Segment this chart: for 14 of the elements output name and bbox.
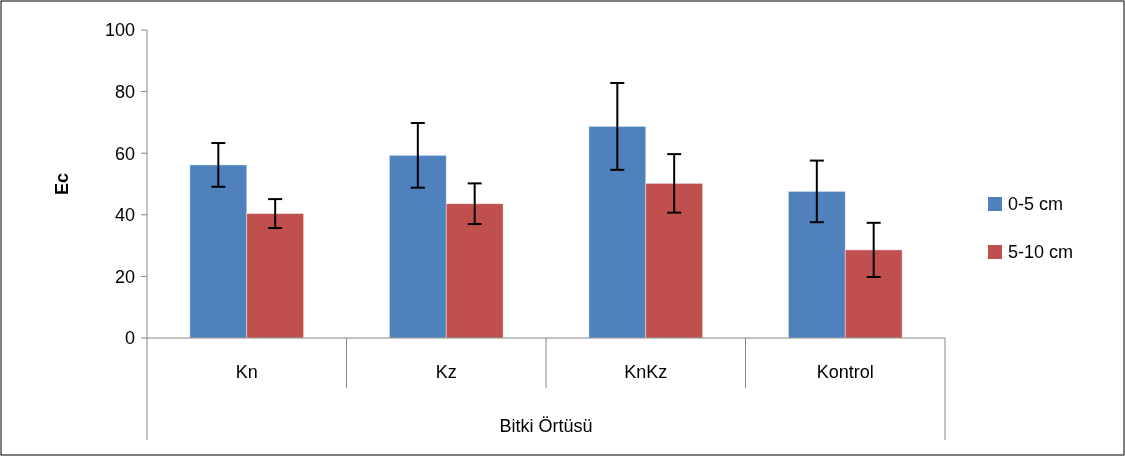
y-tick-label: 40	[114, 205, 135, 226]
legend-label: 5-10 cm	[1008, 242, 1074, 263]
y-tick-label: 0	[124, 328, 135, 349]
y-tick-label: 100	[104, 20, 135, 41]
x-tick-label: Kontrol	[816, 362, 874, 382]
x-axis-title: Bitki Örtüsü	[499, 416, 593, 436]
y-tick-label: 60	[114, 143, 135, 164]
y-tick-label: 80	[114, 81, 135, 102]
y-axis-title: Ec	[52, 172, 72, 196]
x-tick-label: Kz	[435, 362, 457, 382]
legend-label: 0-5 cm	[1008, 194, 1064, 215]
y-tick-label: 20	[114, 266, 135, 287]
x-tick-label: Kn	[235, 362, 258, 382]
x-tick-label: KnKz	[624, 362, 668, 382]
